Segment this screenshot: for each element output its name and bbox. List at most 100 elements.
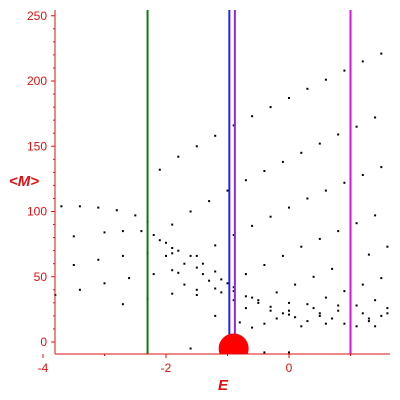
data-point: [343, 181, 346, 184]
data-point: [171, 269, 174, 272]
data-point: [78, 205, 81, 208]
data-point: [281, 254, 284, 257]
y-tick-label: 100: [27, 205, 47, 219]
data-point: [189, 210, 192, 213]
data-point: [183, 262, 186, 265]
data-point: [361, 312, 364, 315]
data-point: [263, 170, 266, 172]
x-tick-label: -2: [161, 361, 172, 375]
data-point: [318, 314, 321, 317]
data-point: [312, 307, 315, 310]
data-point: [189, 254, 192, 257]
data-points: [54, 52, 389, 354]
data-point: [306, 197, 309, 200]
y-tick-label: 50: [34, 270, 48, 284]
red-blob: [218, 333, 249, 354]
data-point: [152, 273, 155, 276]
data-point: [244, 295, 247, 298]
data-point: [337, 230, 340, 233]
data-point: [361, 174, 364, 176]
vertical-lines: [146, 10, 352, 354]
data-point: [361, 283, 364, 286]
data-point: [324, 78, 327, 81]
data-point: [306, 303, 309, 306]
data-point: [288, 313, 290, 316]
data-point: [269, 215, 272, 218]
data-point: [177, 249, 180, 252]
data-point: [103, 282, 106, 285]
data-point: [257, 299, 260, 302]
data-point: [232, 299, 235, 302]
data-point: [165, 241, 167, 244]
data-point: [232, 234, 235, 236]
data-point: [121, 254, 124, 257]
data-point: [214, 270, 217, 273]
data-point: [244, 307, 247, 310]
y-axis-title: <M>: [9, 173, 39, 190]
data-point: [232, 290, 235, 293]
data-point: [337, 304, 340, 307]
data-point: [263, 351, 266, 354]
data-point: [158, 239, 161, 242]
data-point: [115, 209, 118, 212]
data-point: [232, 286, 235, 289]
data-point: [121, 303, 124, 306]
data-point: [380, 166, 383, 169]
data-point: [201, 273, 204, 276]
data-point: [208, 279, 211, 282]
data-point: [201, 262, 204, 265]
x-tick-label: -4: [38, 361, 49, 375]
y-tick-label: 250: [27, 9, 47, 23]
data-point: [367, 320, 370, 323]
data-point: [294, 283, 297, 286]
data-point: [251, 296, 254, 299]
data-point: [220, 278, 223, 281]
data-point: [361, 60, 364, 63]
data-point: [214, 134, 217, 137]
data-point: [386, 312, 389, 315]
y-tick-label: 200: [27, 74, 47, 88]
data-point: [288, 351, 290, 354]
data-point: [103, 231, 106, 234]
data-point: [367, 317, 370, 320]
data-point: [257, 301, 260, 304]
data-point: [355, 222, 358, 225]
data-point: [294, 316, 297, 319]
data-point: [288, 97, 290, 99]
data-point: [288, 309, 290, 312]
data-point: [306, 87, 309, 90]
data-point: [386, 245, 389, 248]
data-point: [374, 214, 377, 217]
data-point: [251, 326, 254, 329]
data-point: [337, 309, 340, 312]
data-point: [177, 155, 180, 158]
data-point: [380, 52, 383, 55]
data-point: [374, 299, 377, 302]
data-point: [251, 115, 254, 118]
data-point: [97, 258, 100, 261]
axes: [54, 10, 390, 355]
blob-layer: [218, 333, 249, 354]
data-point: [312, 275, 315, 278]
data-point: [195, 145, 198, 148]
data-point: [244, 179, 247, 182]
data-point: [171, 247, 174, 249]
data-point: [195, 294, 198, 296]
data-point: [60, 205, 63, 208]
y-ticks: 0 50 100 150 200 250: [27, 9, 55, 349]
data-point: [214, 244, 217, 247]
data-point: [374, 325, 377, 328]
data-point: [318, 237, 321, 240]
data-point: [97, 206, 100, 209]
data-point: [380, 277, 383, 280]
data-point: [281, 312, 284, 315]
data-point: [263, 264, 266, 266]
data-point: [355, 304, 358, 307]
data-point: [72, 235, 75, 238]
data-point: [331, 317, 334, 320]
data-point: [386, 307, 389, 310]
data-point: [275, 317, 278, 320]
data-point: [324, 189, 327, 192]
data-point: [128, 277, 131, 280]
